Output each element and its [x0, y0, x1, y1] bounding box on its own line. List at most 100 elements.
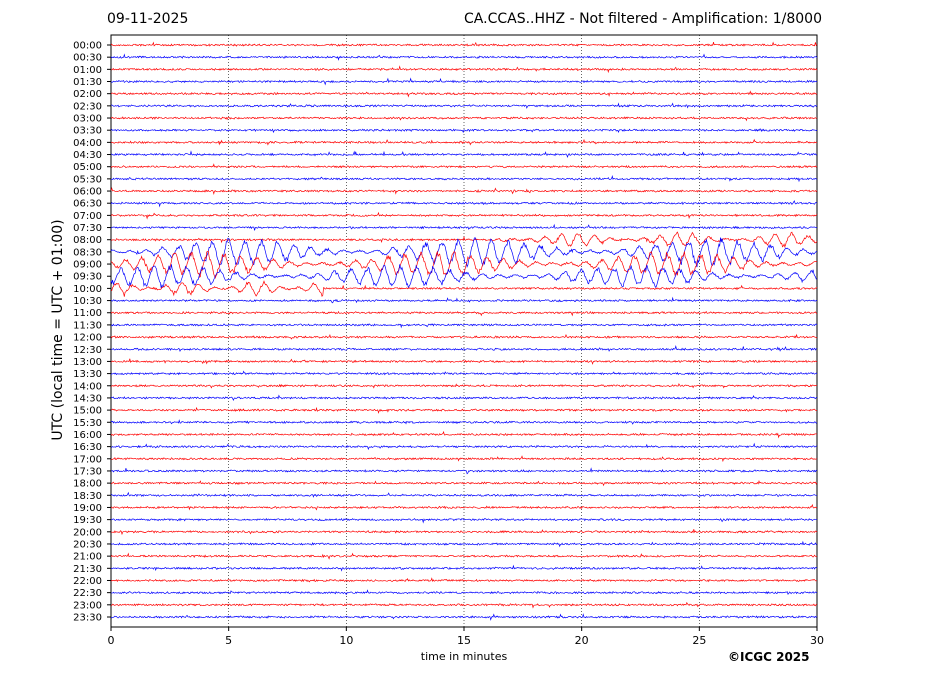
row-label: 01:30: [73, 77, 102, 88]
row-label: 14:30: [73, 393, 102, 404]
row-label: 03:00: [73, 114, 102, 125]
row-label: 23:00: [73, 600, 102, 611]
trace-line: [110, 163, 818, 169]
x-tick-label: 25: [692, 634, 706, 647]
row-label: 15:00: [73, 406, 102, 417]
trace-line: [110, 174, 818, 183]
x-tick-label: 15: [457, 634, 471, 647]
row-label: 11:00: [73, 308, 102, 319]
row-label: 05:00: [73, 162, 102, 173]
copyright-label: ©ICGC 2025: [728, 650, 810, 664]
trace-line: [110, 540, 818, 548]
row-label: 09:00: [73, 260, 102, 271]
row-label: 10:00: [73, 284, 102, 295]
row-label: 02:00: [73, 89, 102, 100]
row-label: 03:30: [73, 126, 102, 137]
row-label: 08:00: [73, 235, 102, 246]
trace-line: [110, 467, 818, 475]
trace-line: [110, 65, 818, 74]
row-label: 19:00: [73, 503, 102, 514]
x-axis-label: time in minutes: [420, 650, 508, 663]
date-label: 09-11-2025: [107, 11, 189, 27]
row-label: 18:00: [73, 479, 102, 490]
row-label: 07:30: [73, 223, 102, 234]
row-label: 12:30: [73, 345, 102, 356]
x-tick-label: 10: [339, 634, 353, 647]
trace-line: [110, 552, 818, 560]
row-label: 11:30: [73, 320, 102, 331]
x-tick-label: 5: [225, 634, 232, 647]
trace-line: [110, 564, 818, 572]
trace-line: [110, 53, 818, 61]
trace-line: [110, 419, 818, 425]
trace-line: [110, 455, 818, 463]
trace-line: [110, 370, 818, 376]
row-label: 13:00: [73, 357, 102, 368]
row-label: 10:30: [73, 296, 102, 307]
trace-line: [110, 333, 818, 340]
trace-line: [110, 383, 818, 389]
row-label: 08:30: [73, 247, 102, 258]
trace-line: [110, 187, 818, 195]
trace-line: [110, 223, 818, 231]
row-label: 04:30: [73, 150, 102, 161]
trace-line: [110, 491, 818, 498]
row-label: 16:00: [73, 430, 102, 441]
trace-line: [110, 345, 818, 353]
trace-line: [110, 116, 818, 122]
trace-line: [110, 236, 818, 268]
row-label: 14:00: [73, 381, 102, 392]
trace-line: [110, 41, 818, 47]
trace-line: [110, 200, 818, 208]
trace-line: [110, 128, 818, 134]
trace-line: [110, 601, 818, 609]
trace-line: [110, 90, 818, 98]
trace-line: [110, 138, 818, 146]
trace-line: [110, 231, 818, 248]
trace-line: [110, 406, 818, 414]
trace-line: [110, 577, 818, 583]
chart-title: CA.CCAS..HHZ - Not filtered - Amplificat…: [464, 11, 822, 27]
x-tick-label: 20: [575, 634, 589, 647]
trace-line: [110, 211, 818, 220]
trace-line: [110, 77, 818, 86]
row-label: 00:00: [73, 41, 102, 52]
x-tick-label: 30: [810, 634, 824, 647]
trace-line: [110, 517, 818, 524]
row-label: 20:30: [73, 539, 102, 550]
row-label: 06:00: [73, 187, 102, 198]
trace-line: [110, 358, 818, 365]
trace-line: [110, 296, 818, 304]
row-label: 15:30: [73, 418, 102, 429]
row-label: 21:30: [73, 564, 102, 575]
row-label: 17:30: [73, 466, 102, 477]
row-label: 09:30: [73, 272, 102, 283]
row-label: 18:30: [73, 491, 102, 502]
trace-line: [110, 503, 818, 511]
trace-line: [110, 102, 818, 109]
trace-line: [110, 430, 818, 439]
row-label: 16:30: [73, 442, 102, 453]
plot-frame: [110, 34, 818, 628]
row-label: 12:00: [73, 333, 102, 344]
trace-line: [110, 264, 818, 289]
row-label: 01:00: [73, 65, 102, 76]
trace-line: [110, 323, 818, 329]
row-label: 22:00: [73, 576, 102, 587]
trace-line: [110, 310, 818, 317]
row-label: 17:00: [73, 454, 102, 465]
row-label: 05:30: [73, 174, 102, 185]
trace-line: [110, 442, 818, 451]
x-tick-label: 0: [108, 634, 115, 647]
trace-line: [110, 529, 818, 536]
row-label: 07:00: [73, 211, 102, 222]
trace-line: [110, 394, 818, 402]
row-label: 19:30: [73, 515, 102, 526]
row-label: 02:30: [73, 101, 102, 112]
trace-line: [111, 150, 818, 159]
row-label: 23:30: [73, 612, 102, 623]
row-label: 20:00: [73, 527, 102, 538]
row-label: 06:30: [73, 199, 102, 210]
row-label: 21:00: [73, 552, 102, 563]
